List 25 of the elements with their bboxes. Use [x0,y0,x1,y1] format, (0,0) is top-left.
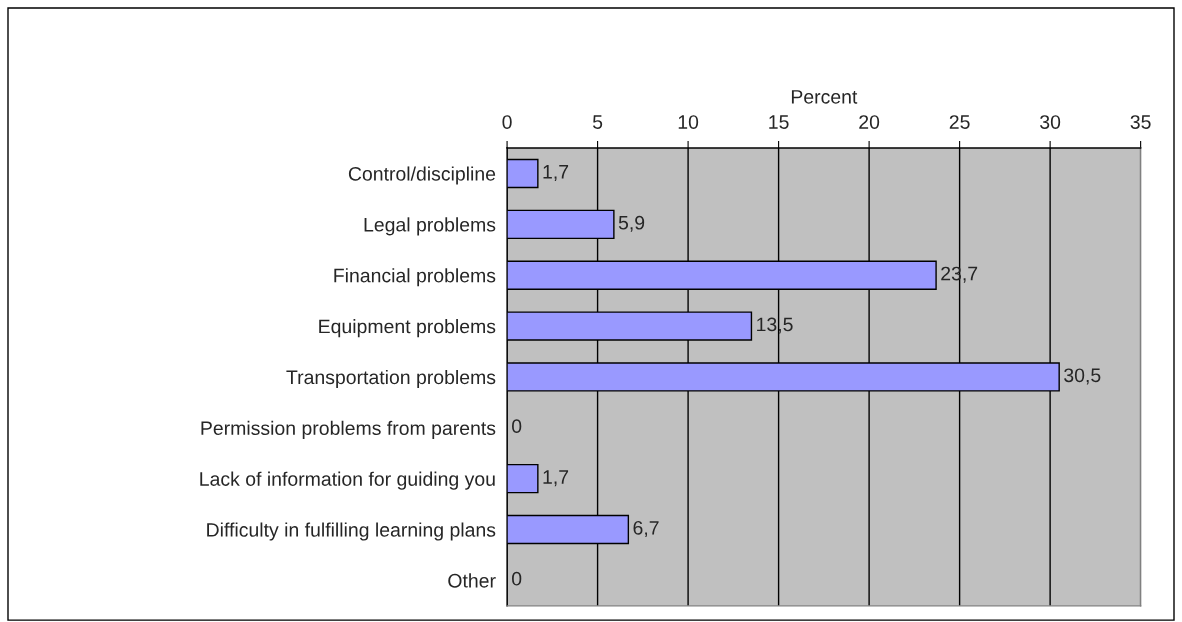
x-axis-title: Percent [791,90,858,104]
y-tick-label: Financial problems [334,268,496,287]
x-tick-label: 0 [502,115,512,129]
y-tick-label: Permission problems from parents [201,420,496,439]
data-label: 0 [512,419,522,434]
x-tick-label: 25 [949,115,970,129]
data-label: 0 [512,571,522,586]
y-tick-label: Transportation problems [286,369,496,389]
x-tick-label: 5 [592,115,603,129]
x-tick-label: 20 [859,115,880,129]
data-label: 30,5 [1064,368,1101,385]
x-tick-label: 10 [678,115,699,129]
y-tick-label: Lack of information for guiding you [200,471,495,490]
data-label: 1,7 [543,165,569,181]
y-tick-label: Legal problems [364,217,496,236]
data-label: 1,7 [543,470,569,487]
data-label: 6,7 [633,520,659,538]
y-tick-label: Control/discipline [348,166,496,185]
y-tick-label: Other [448,573,496,588]
data-label: 5,9 [618,215,645,232]
x-tick-label: 15 [769,115,789,129]
x-tick-label: 30 [1040,115,1061,129]
x-tick-label: 35 [1130,115,1151,129]
y-tick-label: Equipment problems [319,319,496,338]
y-tick-label: Difficulty in fulfilling learning plans [207,522,496,541]
